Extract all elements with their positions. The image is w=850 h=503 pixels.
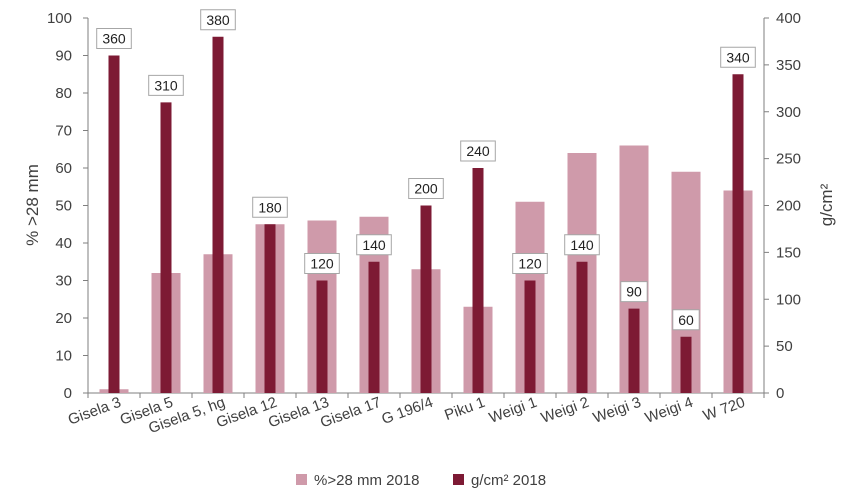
y-right-tick-label: 50 bbox=[776, 338, 793, 355]
data-label-box bbox=[304, 253, 340, 274]
data-label: 200 bbox=[414, 181, 438, 197]
data-label: 90 bbox=[626, 284, 642, 300]
data-label-box bbox=[408, 178, 444, 199]
y-left-tick-label: 40 bbox=[55, 235, 72, 252]
data-label: 380 bbox=[206, 12, 230, 28]
y-right-tick-label: 100 bbox=[776, 291, 801, 308]
data-label-box bbox=[460, 140, 496, 162]
data-labels: 360 310 380 180 120 140 200 240 120 140 90 60 340 bbox=[96, 9, 756, 331]
data-label-box bbox=[356, 234, 392, 256]
y-right-tick-label: 350 bbox=[776, 57, 801, 74]
x-tick-label: Piku 1 bbox=[442, 394, 487, 424]
x-tick-label: Weigi 3 bbox=[591, 394, 644, 427]
y-right-tick-label: 150 bbox=[776, 244, 801, 261]
x-tick-label: Weigi 4 bbox=[643, 394, 696, 427]
bar-density bbox=[472, 168, 484, 393]
x-tick-label: Weigi 1 bbox=[487, 394, 540, 427]
y-left-tick-label: 20 bbox=[55, 310, 72, 327]
bar-density bbox=[732, 74, 744, 393]
y-left-tick-label: 50 bbox=[55, 198, 72, 215]
bar-density bbox=[264, 224, 276, 393]
bar-density bbox=[108, 55, 120, 393]
legend-swatch-density bbox=[453, 474, 464, 485]
x-tick-label: Gisela 3 bbox=[66, 394, 124, 429]
data-label-box bbox=[96, 28, 132, 49]
x-tick-label: G 196/4 bbox=[379, 394, 435, 428]
y-left-tick-label: 10 bbox=[55, 348, 72, 365]
legend-swatch-percent bbox=[296, 474, 307, 485]
y-right-tick-label: 200 bbox=[776, 198, 801, 215]
legend-label-percent: %>28 mm 2018 bbox=[314, 472, 419, 489]
y-right-tick-label: 300 bbox=[776, 104, 801, 121]
data-label-box bbox=[620, 281, 648, 303]
y-left-tick-label: 90 bbox=[55, 48, 72, 65]
y-left-tick-label: 60 bbox=[55, 160, 72, 177]
data-label: 120 bbox=[518, 256, 542, 272]
bar-density bbox=[212, 36, 224, 393]
y-left-tick-label: 0 bbox=[64, 385, 72, 402]
data-label-box bbox=[148, 74, 184, 96]
data-label: 240 bbox=[466, 143, 490, 159]
legend-label-density: g/cm² 2018 bbox=[471, 472, 546, 489]
y-right-tick-label: 250 bbox=[776, 151, 801, 168]
y-left-tick-label: 70 bbox=[55, 123, 72, 140]
y-left-tick-label: 80 bbox=[55, 85, 72, 102]
bar-density bbox=[368, 261, 380, 393]
series-density-bars bbox=[108, 36, 744, 393]
data-label: 360 bbox=[102, 31, 126, 47]
data-label: 60 bbox=[678, 312, 694, 328]
bar-density bbox=[160, 102, 172, 393]
data-label: 140 bbox=[570, 237, 594, 253]
y-right-tick-label: 0 bbox=[776, 385, 784, 402]
bar-density bbox=[576, 261, 588, 393]
bar-density bbox=[316, 280, 328, 393]
x-tick-label: W 720 bbox=[701, 394, 748, 425]
data-label-box bbox=[564, 234, 600, 256]
data-label: 340 bbox=[726, 49, 750, 65]
x-tick-label: Gisela 17 bbox=[318, 394, 383, 432]
x-tick-label: Weigi 2 bbox=[539, 394, 592, 427]
data-label: 140 bbox=[362, 237, 386, 253]
data-label: 180 bbox=[258, 199, 282, 215]
data-label-box bbox=[672, 309, 700, 331]
bar-density bbox=[628, 308, 640, 393]
y-axis-right-title: g/cm² bbox=[817, 183, 836, 226]
bar-density bbox=[420, 205, 432, 393]
data-label-box bbox=[720, 46, 756, 68]
bar-density bbox=[524, 280, 536, 393]
y-left-tick-label: 30 bbox=[55, 273, 72, 290]
legend: %>28 mm 2018 g/cm² 2018 bbox=[296, 472, 546, 489]
data-label-box bbox=[512, 253, 548, 274]
y-axis-left-title: % >28 mm bbox=[23, 164, 42, 246]
data-label: 310 bbox=[154, 77, 178, 93]
data-label-box bbox=[200, 9, 236, 31]
data-label-box bbox=[252, 196, 288, 218]
data-label: 120 bbox=[310, 256, 334, 272]
y-right-tick-label: 400 bbox=[776, 10, 801, 27]
bar-density bbox=[680, 336, 692, 393]
y-left-tick-label: 100 bbox=[47, 10, 72, 27]
